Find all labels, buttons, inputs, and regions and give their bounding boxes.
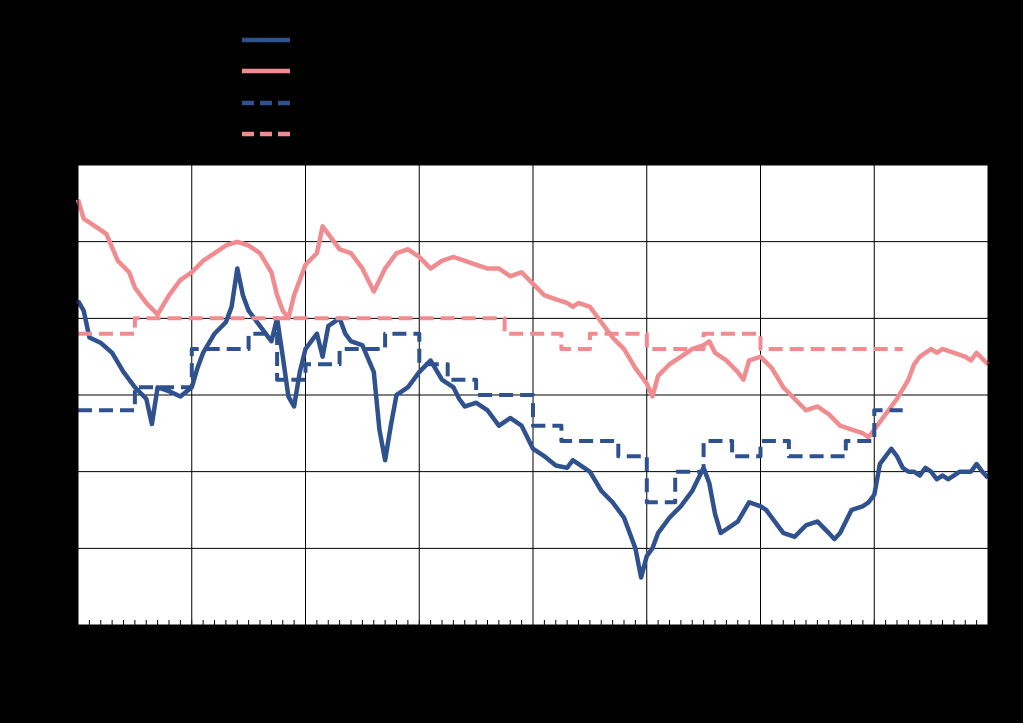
plot-frame	[77, 164, 989, 626]
series-line-4	[78, 316, 903, 351]
series-line-2	[75, 198, 990, 440]
series-layer	[75, 198, 990, 580]
series-line-1	[76, 266, 990, 580]
series-line-3	[78, 331, 903, 505]
legend	[242, 37, 290, 137]
x-axis-minor-ticks	[77, 620, 989, 625]
